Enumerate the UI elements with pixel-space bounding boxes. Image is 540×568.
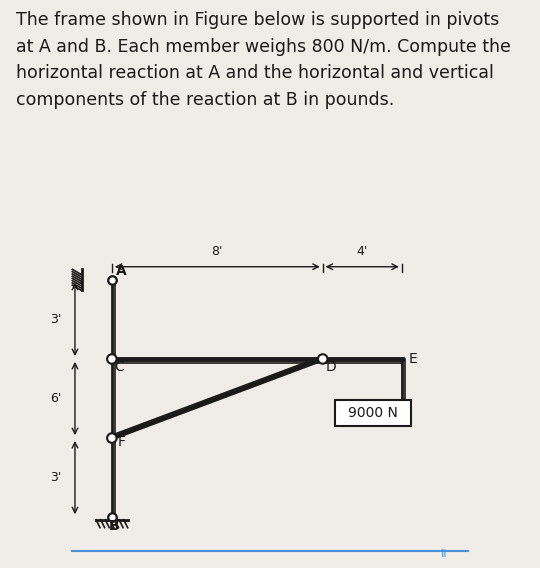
- Text: II: II: [441, 549, 448, 559]
- Text: E: E: [408, 352, 417, 366]
- Text: 3': 3': [50, 313, 62, 326]
- Text: C: C: [114, 360, 124, 374]
- Text: The frame shown in Figure below is supported in pivots
at A and B. Each member w: The frame shown in Figure below is suppo…: [16, 11, 511, 108]
- Circle shape: [107, 433, 117, 443]
- Text: F: F: [117, 435, 125, 449]
- Text: 8': 8': [212, 244, 223, 257]
- Circle shape: [107, 354, 117, 364]
- Text: 3': 3': [50, 471, 62, 484]
- Text: B: B: [109, 519, 120, 533]
- Text: D: D: [325, 360, 336, 374]
- Text: A: A: [116, 264, 126, 278]
- Circle shape: [318, 354, 327, 364]
- Text: 4': 4': [356, 244, 368, 257]
- Text: 6': 6': [50, 392, 62, 405]
- Text: 9000 N: 9000 N: [348, 406, 398, 420]
- FancyBboxPatch shape: [335, 400, 411, 426]
